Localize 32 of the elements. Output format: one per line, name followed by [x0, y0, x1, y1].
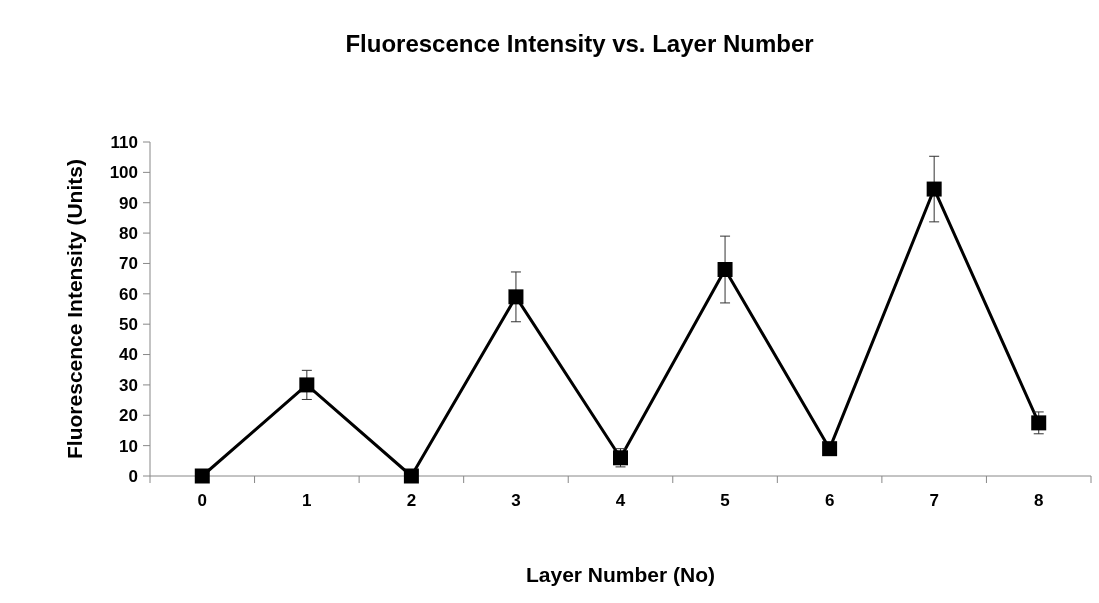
y-tick-label: 60 [119, 284, 138, 304]
y-tick-label: 0 [128, 466, 138, 486]
x-tick-label: 4 [615, 491, 626, 510]
point [1031, 415, 1047, 431]
point [926, 181, 942, 197]
y-tick-label: 110 [110, 132, 138, 152]
x-tick-label: 8 [1033, 491, 1044, 510]
point [508, 289, 524, 305]
x-tick-label: 0 [197, 491, 208, 510]
x-axis-title: Layer Number (No) [525, 563, 716, 586]
y-tick-label: 100 [109, 163, 138, 183]
x-tick-label: 2 [406, 491, 417, 510]
point [194, 468, 210, 484]
x-tick-label: 3 [511, 491, 521, 510]
point [717, 262, 733, 278]
y-tick-label: 30 [119, 375, 138, 395]
y-tick-label: 10 [119, 436, 138, 456]
x-tick-label: 1 [302, 491, 312, 510]
x-tick-label: 7 [929, 491, 939, 510]
y-tick-label: 50 [119, 315, 138, 335]
y-tick-label: 70 [119, 254, 138, 274]
point [403, 468, 419, 484]
point [299, 377, 315, 393]
x-tick-label: 5 [720, 491, 730, 510]
y-tick-label: 80 [119, 224, 138, 244]
chart-title: Fluorescence Intensity vs. Layer Number [345, 30, 814, 57]
y-axis-title: Fluorescence Intensity (Units) [63, 159, 86, 459]
y-tick-label: 20 [119, 406, 138, 426]
y-tick-label: 40 [119, 345, 138, 365]
point [822, 441, 838, 457]
x-tick-label: 6 [824, 491, 835, 510]
y-tick-label: 90 [119, 193, 138, 213]
